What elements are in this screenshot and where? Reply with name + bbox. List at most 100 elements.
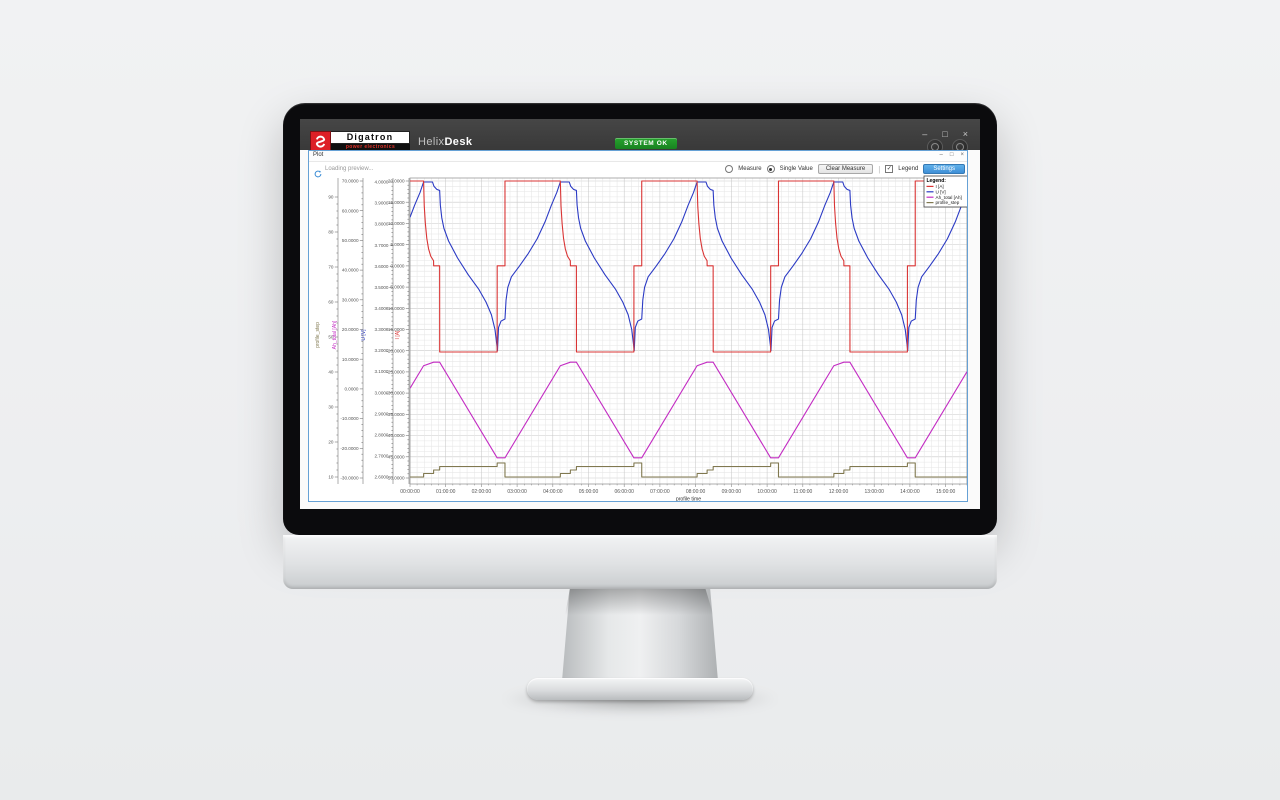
maximize-button[interactable]: □ — [942, 129, 948, 139]
svg-text:50: 50 — [328, 335, 334, 340]
settings-button[interactable]: Settings — [923, 164, 965, 174]
app-title: HelixDesk — [418, 136, 473, 148]
svg-text:07:00:00: 07:00:00 — [650, 489, 670, 495]
svg-text:80: 80 — [328, 230, 334, 235]
svg-text:06:00:00: 06:00:00 — [614, 489, 634, 495]
svg-text:3.4000: 3.4000 — [374, 306, 388, 311]
x-axis-title: profile time — [676, 497, 701, 502]
svg-text:30: 30 — [328, 405, 334, 410]
plot-minimize-button[interactable]: – — [939, 152, 943, 158]
monitor-stand-neck — [562, 589, 718, 681]
plot-window-controls: – □ × — [940, 152, 964, 159]
svg-text:14:00:00: 14:00:00 — [900, 489, 920, 495]
svg-text:3.1000: 3.1000 — [374, 369, 388, 374]
gear-swirl-icon — [315, 135, 326, 148]
svg-text:13:00:00: 13:00:00 — [864, 489, 884, 495]
svg-text:-10.0000: -10.0000 — [386, 306, 405, 311]
svg-text:02:00:00: 02:00:00 — [472, 489, 492, 495]
svg-text:-5.0000: -5.0000 — [389, 285, 405, 290]
svg-text:2.8000: 2.8000 — [374, 433, 388, 438]
svg-text:I [A]: I [A] — [936, 184, 944, 189]
svg-text:U [V]: U [V] — [936, 189, 946, 194]
svg-text:20.0000: 20.0000 — [388, 179, 405, 184]
svg-text:2.9000: 2.9000 — [374, 411, 388, 416]
svg-text:70.0000: 70.0000 — [342, 179, 359, 184]
svg-text:04:00:00: 04:00:00 — [543, 489, 563, 495]
series-ah-total-ah — [410, 361, 967, 459]
svg-text:10.0000: 10.0000 — [342, 357, 359, 362]
plot-window: Plot – □ × Loading preview... Measure Si… — [308, 150, 969, 503]
svg-text:0.0000: 0.0000 — [344, 387, 358, 392]
single-value-radio[interactable] — [766, 165, 775, 173]
y-axis-title-U: U [V] — [361, 329, 367, 341]
svg-text:11:00:00: 11:00:00 — [793, 489, 812, 495]
toolbar-separator: | — [878, 164, 881, 174]
svg-text:90: 90 — [328, 195, 334, 200]
plot-restore-button[interactable]: □ — [949, 152, 954, 158]
legend-checkbox[interactable]: ✓ — [885, 165, 894, 173]
plot-window-titlebar: Plot – □ × — [309, 151, 967, 162]
svg-text:-30.0000: -30.0000 — [340, 476, 359, 481]
svg-text:01:00:00: 01:00:00 — [436, 489, 456, 495]
plot-status-toolbar: Loading preview... Measure Single Value … — [309, 162, 967, 178]
chart-area[interactable]: 90 80 70 60 50 40 30 20 10 profile_step 70.0000 60.… — [309, 175, 969, 503]
svg-text:0.0000: 0.0000 — [390, 264, 404, 269]
status-badge: SYSTEM OK — [615, 138, 677, 149]
svg-text:05:00:00: 05:00:00 — [579, 489, 599, 495]
svg-text:3.7000: 3.7000 — [374, 243, 388, 248]
svg-text:-20.0000: -20.0000 — [386, 348, 405, 353]
svg-text:-10.0000: -10.0000 — [340, 416, 359, 421]
monitor-stand-base — [527, 678, 753, 700]
series-i-a — [410, 180, 967, 353]
svg-text:2.6000: 2.6000 — [374, 475, 388, 480]
svg-text:-20.0000: -20.0000 — [340, 446, 359, 451]
svg-text:60.0000: 60.0000 — [342, 208, 359, 213]
svg-text:15:00:00: 15:00:00 — [936, 489, 956, 495]
svg-text:20: 20 — [328, 440, 334, 445]
svg-text:4.0000: 4.0000 — [374, 180, 388, 185]
svg-text:5.0000: 5.0000 — [390, 242, 404, 247]
svg-text:3.2000: 3.2000 — [374, 348, 388, 353]
plot-close-button[interactable]: × — [960, 152, 964, 158]
digatron-logo: Digatron power electronics — [310, 131, 410, 152]
plot-window-title: Plot — [313, 152, 324, 158]
svg-text:20.0000: 20.0000 — [342, 327, 359, 332]
measure-label: Measure — [738, 166, 762, 172]
svg-text:15.0000: 15.0000 — [388, 200, 405, 205]
loading-spinner-icon — [314, 165, 322, 178]
svg-text:09:00:00: 09:00:00 — [722, 489, 742, 495]
svg-text:-25.0000: -25.0000 — [386, 370, 405, 375]
loading-text: Loading preview... — [325, 166, 374, 172]
measure-radio[interactable] — [725, 165, 734, 173]
svg-text:10.0000: 10.0000 — [388, 221, 405, 226]
svg-text:40.0000: 40.0000 — [342, 268, 359, 273]
app-titlebar: Digatron power electronics HelixDesk SYS… — [300, 119, 980, 152]
svg-text:2.7000: 2.7000 — [374, 454, 388, 459]
svg-text:-30.0000: -30.0000 — [386, 391, 405, 396]
svg-text:3.8000: 3.8000 — [374, 222, 388, 227]
close-button[interactable]: × — [962, 129, 968, 139]
digatron-logo-icon — [310, 131, 331, 152]
clear-measure-button[interactable]: Clear Measure — [817, 164, 874, 174]
svg-text:-40.0000: -40.0000 — [386, 433, 405, 438]
svg-text:3.9000: 3.9000 — [374, 201, 388, 206]
svg-text:profile_step: profile_step — [936, 200, 960, 205]
svg-text:50.0000: 50.0000 — [342, 238, 359, 243]
svg-text:-15.0000: -15.0000 — [386, 327, 405, 332]
svg-text:3.3000: 3.3000 — [374, 327, 388, 332]
series-profile-step — [410, 462, 967, 478]
svg-text:30.0000: 30.0000 — [342, 297, 359, 302]
svg-text:70: 70 — [328, 265, 334, 270]
svg-text:00:00:00: 00:00:00 — [400, 489, 420, 495]
svg-text:03:00:00: 03:00:00 — [507, 489, 527, 495]
svg-text:60: 60 — [328, 300, 334, 305]
svg-text:12:00:00: 12:00:00 — [829, 489, 849, 495]
minimize-button[interactable]: – — [922, 129, 928, 139]
y-axis-title-Ah_total: Ah_total [Ah] — [332, 320, 338, 349]
y-axis-title-profile_step: profile_step — [315, 322, 321, 348]
monitor-stand-shadow — [565, 589, 714, 615]
single-value-label: Single Value — [779, 166, 813, 172]
monitor-chin — [283, 535, 997, 589]
svg-text:3.6000: 3.6000 — [374, 264, 388, 269]
y-axis-title-I: I [A] — [395, 330, 401, 340]
